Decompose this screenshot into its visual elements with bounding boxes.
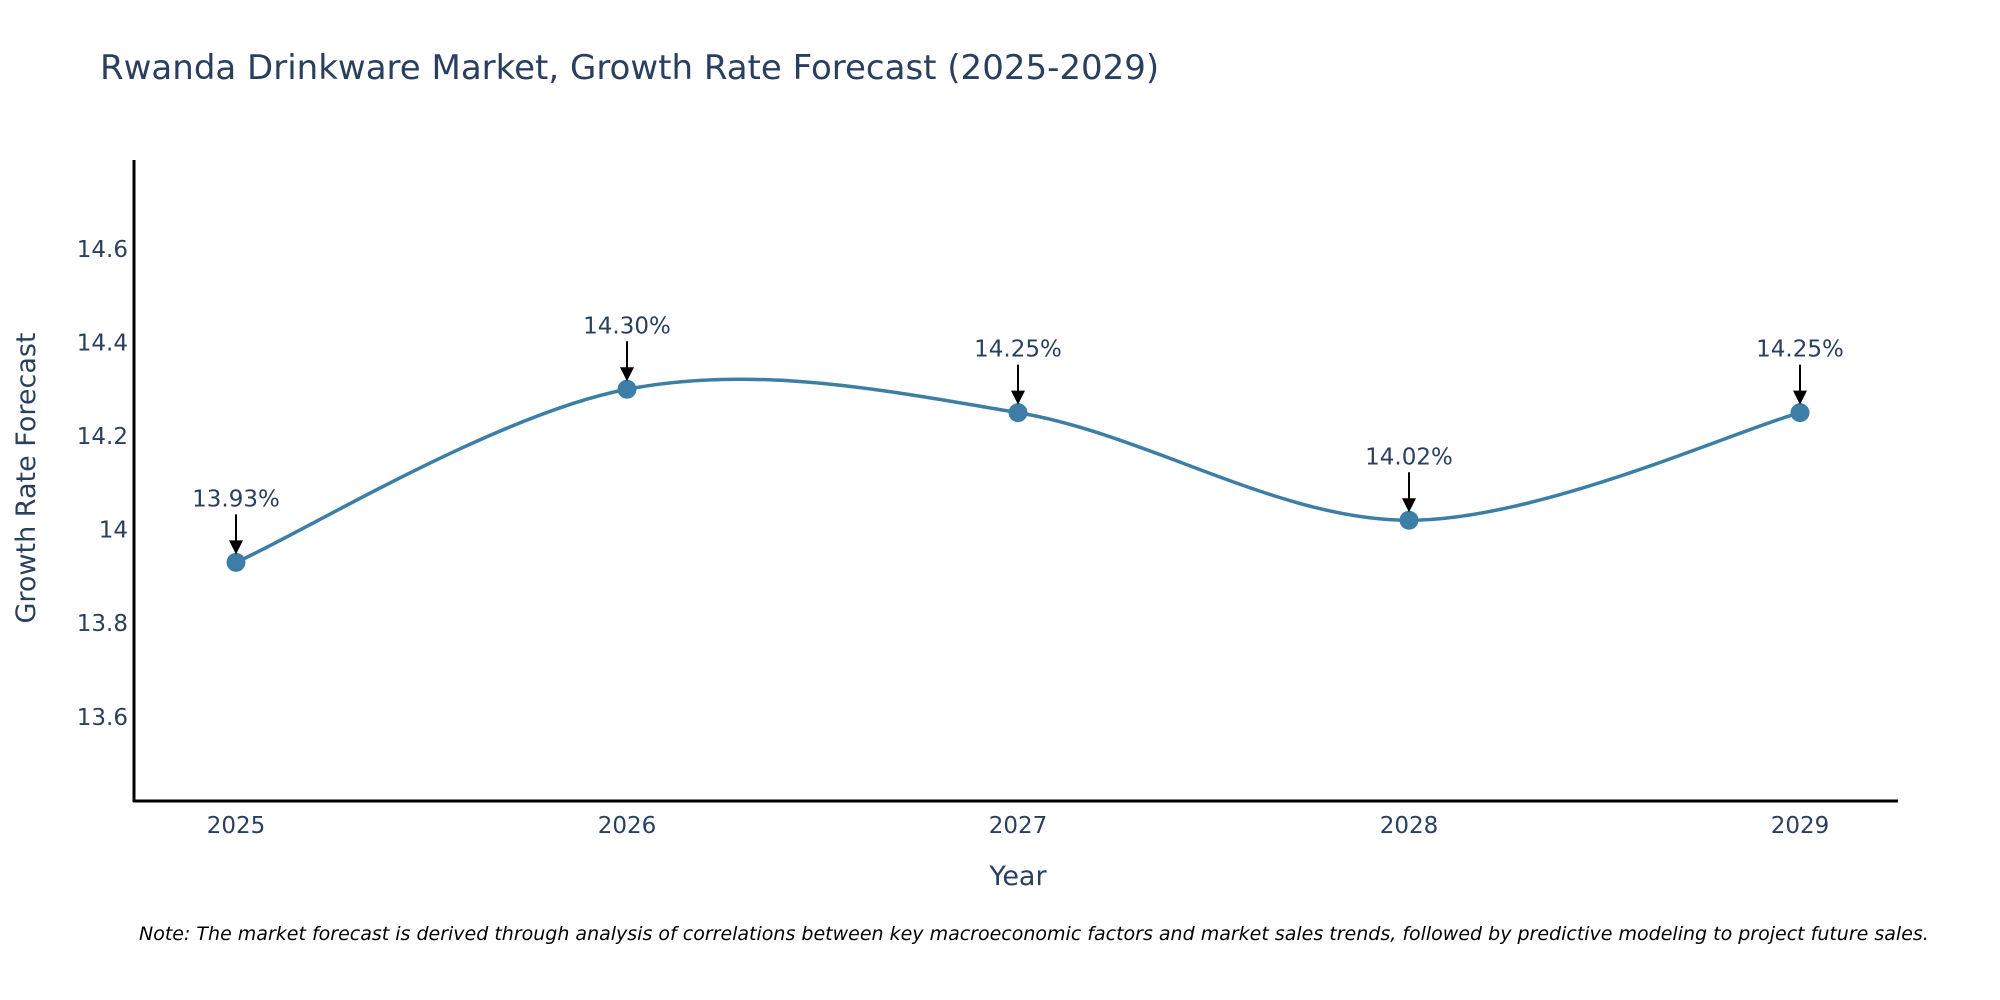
chart-note: Note: The market forecast is derived thr… bbox=[139, 923, 1929, 945]
annotation-arrow-head bbox=[229, 540, 243, 555]
y-tick-label: 14.4 bbox=[77, 330, 128, 356]
y-axis-title: Growth Rate Forecast bbox=[11, 332, 42, 623]
data-label: 14.30% bbox=[583, 313, 671, 339]
y-tick-label: 13.8 bbox=[77, 611, 128, 637]
y-tick-label: 14.2 bbox=[77, 424, 128, 450]
data-label: 14.25% bbox=[1756, 337, 1844, 363]
y-tick-label: 14 bbox=[99, 518, 128, 544]
y-axis-ticks: 13.6 13.8 14 14.2 14.4 14.6 bbox=[77, 237, 128, 731]
x-axis-ticks: 2025 2026 2027 2028 2029 bbox=[207, 813, 1830, 839]
x-tick-label: 2026 bbox=[598, 813, 657, 839]
data-label: 14.02% bbox=[1365, 444, 1453, 470]
y-tick-label: 13.6 bbox=[77, 705, 128, 731]
x-tick-label: 2028 bbox=[1380, 813, 1439, 839]
y-tick-label: 14.6 bbox=[77, 237, 128, 263]
x-axis-title: Year bbox=[988, 861, 1047, 892]
data-label: 13.93% bbox=[192, 486, 280, 512]
data-point bbox=[226, 552, 246, 572]
chart-title: Rwanda Drinkware Market, Growth Rate For… bbox=[100, 48, 1159, 88]
x-tick-label: 2029 bbox=[1771, 813, 1830, 839]
data-annotations: 13.93% 14.30% 14.25% 14.02% 14.25% bbox=[192, 313, 1844, 555]
data-points bbox=[226, 379, 1810, 572]
annotation-arrow-head bbox=[620, 367, 634, 382]
annotation-arrow-head bbox=[1402, 498, 1416, 513]
x-tick-label: 2025 bbox=[207, 813, 266, 839]
annotation-arrow-head bbox=[1793, 390, 1807, 405]
data-point bbox=[1790, 403, 1810, 423]
annotation-arrow-head bbox=[1011, 390, 1025, 405]
data-point bbox=[1008, 403, 1028, 423]
x-tick-label: 2027 bbox=[989, 813, 1048, 839]
data-point bbox=[617, 379, 637, 399]
data-label: 14.25% bbox=[974, 337, 1062, 363]
data-point bbox=[1399, 510, 1419, 530]
